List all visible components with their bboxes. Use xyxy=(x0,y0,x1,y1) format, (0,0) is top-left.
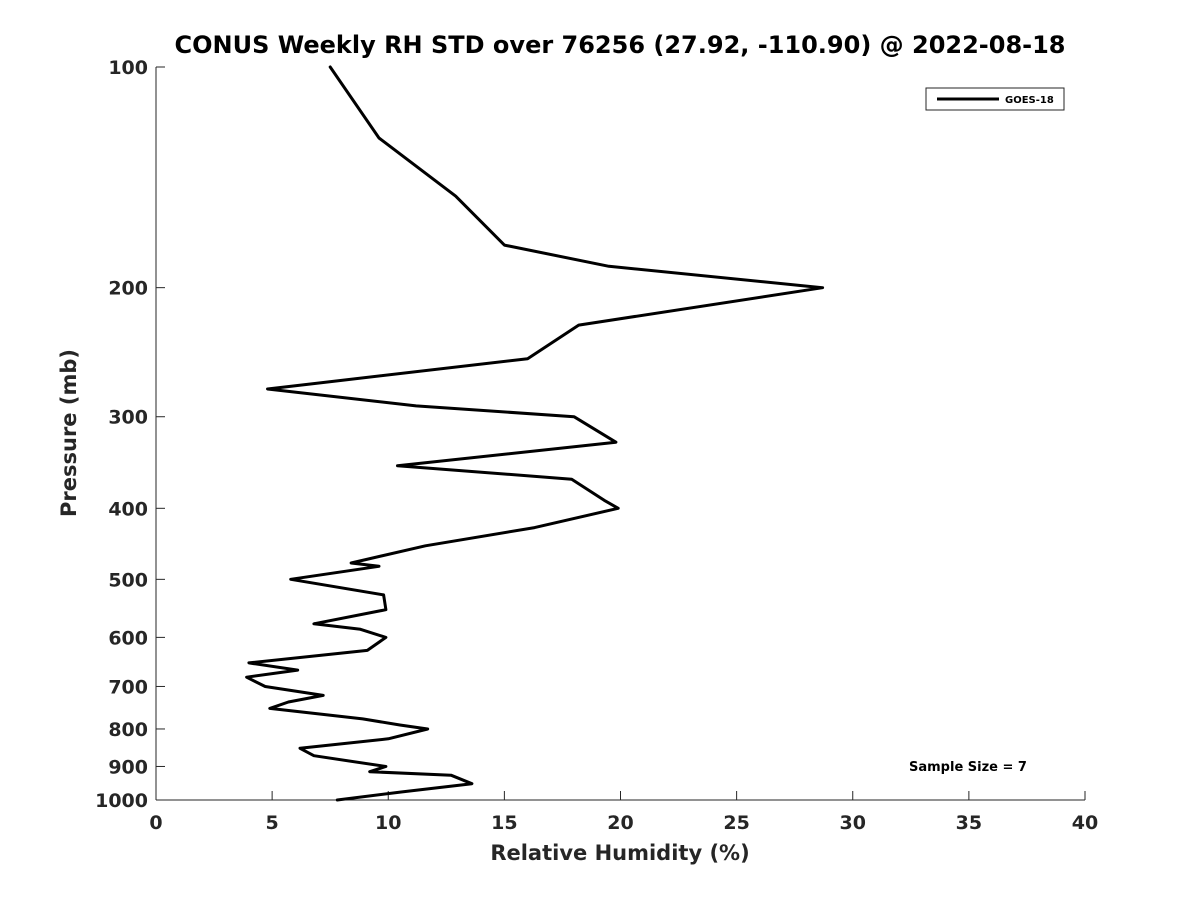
y-tick-label: 100 xyxy=(108,57,148,79)
legend: GOES-18 xyxy=(925,87,1065,111)
x-tick-label: 5 xyxy=(266,812,279,834)
series-layer xyxy=(245,65,825,802)
x-tick-label: 20 xyxy=(607,812,633,834)
x-axis-label: Relative Humidity (%) xyxy=(490,841,749,865)
y-axis-ticks: 100 200 300 400 500 600 700 800 900 1000 xyxy=(95,57,165,812)
x-tick-label: 0 xyxy=(149,812,162,834)
y-tick-label: 400 xyxy=(108,498,148,520)
x-tick-label: 10 xyxy=(375,812,401,834)
y-tick-label: 700 xyxy=(108,676,148,698)
series-line-goes-18 xyxy=(245,65,825,802)
y-tick-label: 900 xyxy=(108,756,148,778)
y-tick-label: 600 xyxy=(108,627,148,649)
x-tick-label: 35 xyxy=(956,812,982,834)
chart-title: CONUS Weekly RH STD over 76256 (27.92, -… xyxy=(174,31,1065,59)
y-tick-label: 200 xyxy=(108,278,148,300)
sample-size-annotation: Sample Size = 7 xyxy=(909,760,1027,775)
x-tick-label: 40 xyxy=(1072,812,1098,834)
y-tick-label: 300 xyxy=(108,407,148,429)
x-tick-label: 30 xyxy=(840,812,866,834)
y-tick-label: 800 xyxy=(108,719,148,741)
legend-label-goes-18: GOES-18 xyxy=(1005,95,1054,106)
x-axis-ticks: 0 5 10 15 20 25 30 35 40 xyxy=(149,791,1098,834)
x-tick-label: 25 xyxy=(723,812,749,834)
x-tick-label: 15 xyxy=(491,812,517,834)
y-tick-label: 500 xyxy=(108,569,148,591)
y-axis-label: Pressure (mb) xyxy=(57,349,81,517)
y-tick-label: 1000 xyxy=(95,790,148,812)
